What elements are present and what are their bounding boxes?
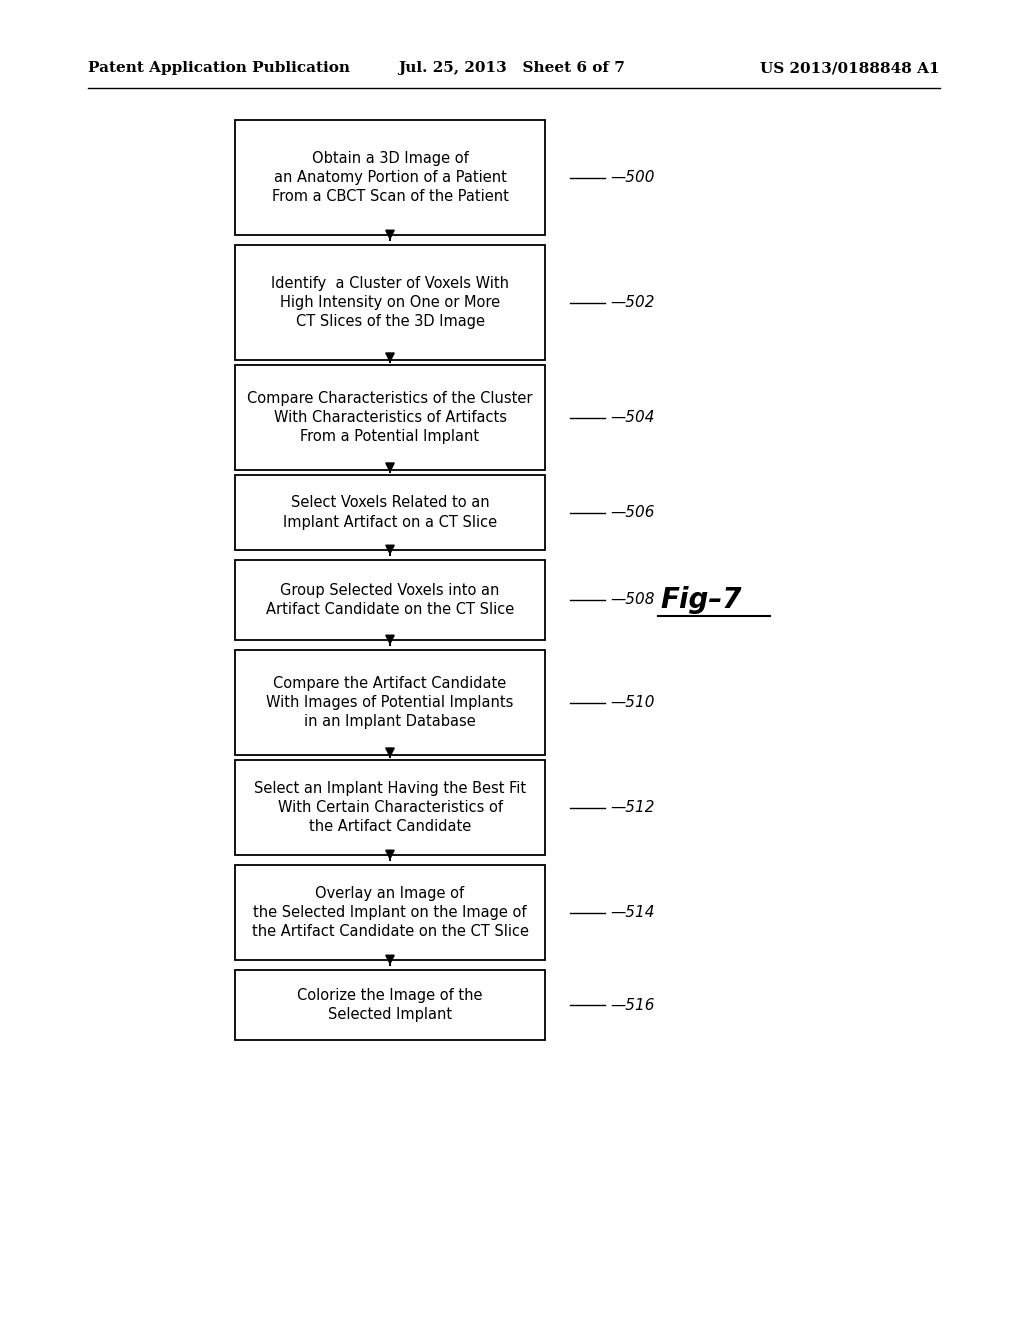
Text: —514: —514: [610, 906, 654, 920]
Text: Select an Implant Having the Best Fit
With Certain Characteristics of
the Artifa: Select an Implant Having the Best Fit Wi…: [254, 781, 526, 834]
Bar: [234, 865, 545, 960]
Bar: [234, 246, 545, 360]
Text: Patent Application Publication: Patent Application Publication: [88, 61, 350, 75]
Text: —508: —508: [610, 593, 654, 607]
Text: Compare Characteristics of the Cluster
With Characteristics of Artifacts
From a : Compare Characteristics of the Cluster W…: [247, 391, 532, 445]
Text: Jul. 25, 2013   Sheet 6 of 7: Jul. 25, 2013 Sheet 6 of 7: [398, 61, 626, 75]
Text: —516: —516: [610, 998, 654, 1012]
Text: —512: —512: [610, 800, 654, 814]
Bar: [234, 760, 545, 855]
Text: Colorize the Image of the
Selected Implant: Colorize the Image of the Selected Impla…: [297, 987, 482, 1022]
Text: —504: —504: [610, 411, 654, 425]
Bar: [234, 560, 545, 640]
Bar: [234, 366, 545, 470]
Bar: [234, 120, 545, 235]
Text: Select Voxels Related to an
Implant Artifact on a CT Slice: Select Voxels Related to an Implant Arti…: [283, 495, 497, 529]
Text: —502: —502: [610, 294, 654, 310]
Text: US 2013/0188848 A1: US 2013/0188848 A1: [761, 61, 940, 75]
Text: Compare the Artifact Candidate
With Images of Potential Implants
in an Implant D: Compare the Artifact Candidate With Imag…: [266, 676, 514, 729]
Bar: [234, 475, 545, 550]
Text: —510: —510: [610, 696, 654, 710]
Text: Identify  a Cluster of Voxels With
High Intensity on One or More
CT Slices of th: Identify a Cluster of Voxels With High I…: [271, 276, 509, 329]
Bar: [234, 649, 545, 755]
Bar: [234, 970, 545, 1040]
Text: —500: —500: [610, 170, 654, 185]
Text: Group Selected Voxels into an
Artifact Candidate on the CT Slice: Group Selected Voxels into an Artifact C…: [266, 583, 514, 618]
Text: Overlay an Image of
the Selected Implant on the Image of
the Artifact Candidate : Overlay an Image of the Selected Implant…: [252, 886, 528, 940]
Text: Obtain a 3D Image of
an Anatomy Portion of a Patient
From a CBCT Scan of the Pat: Obtain a 3D Image of an Anatomy Portion …: [271, 150, 509, 205]
Text: —506: —506: [610, 506, 654, 520]
Text: Fig–7: Fig–7: [660, 586, 741, 614]
